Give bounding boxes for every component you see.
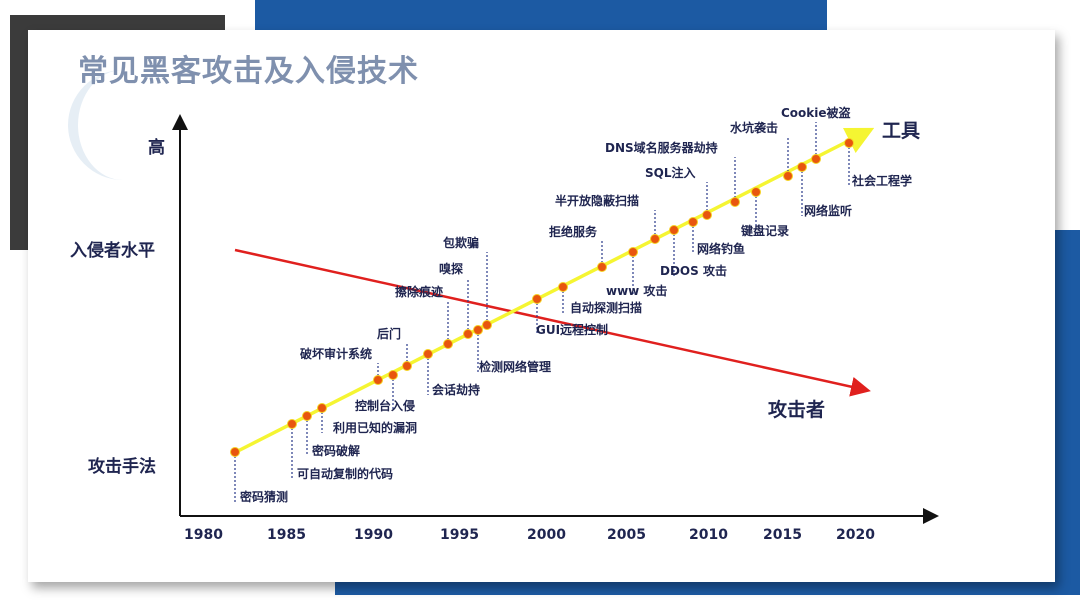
event-label: 嗅探 [439,262,464,276]
y-label-high: 高 [148,138,165,158]
event-point [702,210,712,220]
year-tick-label: 2005 [607,527,646,543]
decor-blue-top [255,0,827,32]
event-label: 网络监听 [804,204,853,218]
attackers-label: 攻击者 [768,399,826,421]
event-point [482,320,492,330]
tools-line [231,127,875,456]
year-tick-label: 2015 [763,527,802,543]
event-label: 密码破解 [312,444,361,458]
event-label: 拒绝服务 [549,225,598,239]
event-label: 自动探测扫描 [570,301,643,315]
event-point [473,325,483,335]
event-point [463,329,473,339]
year-tick-label: 2010 [689,527,728,543]
event-label: 水坑袭击 [730,121,779,135]
event-point [317,403,327,413]
decor-swirl [68,70,178,180]
slide-title: 常见黑客攻击及入侵技术 [78,54,419,89]
event-point [650,234,660,244]
year-tick-label: 1980 [184,527,223,543]
event-label: 可自动复制的代码 [297,467,394,481]
event-point [844,138,854,148]
event-point [730,197,740,207]
event-point [443,339,453,349]
event-point [797,162,807,172]
event-point [688,217,698,227]
event-label: 破坏审计系统 [300,347,373,361]
year-tick-label: 2000 [527,527,566,543]
event-point [783,171,793,181]
event-point [669,225,679,235]
event-point [302,411,312,421]
year-tick-label: 1995 [440,527,479,543]
event-point [388,370,398,380]
event-label: GUI远程控制 [536,323,609,337]
event-label: Cookie被盗 [781,106,851,120]
event-label: 利用已知的漏洞 [333,421,418,435]
y-label-methods: 攻击手法 [88,457,156,477]
event-point [751,187,761,197]
event-point [230,447,240,457]
y-label-level: 入侵者水平 [70,241,155,261]
event-label: 网络钓鱼 [697,242,746,256]
event-label: 会话劫持 [432,383,481,397]
event-label: DNS域名服务器劫持 [605,141,718,155]
event-label: 社会工程学 [852,174,913,188]
event-label: 控制台入侵 [355,399,416,413]
event-label: 键盘记录 [741,224,790,238]
year-tick-label: 1985 [267,527,306,543]
event-label: SQL注入 [645,166,696,180]
event-label: 后门 [377,327,402,341]
event-point [423,349,433,359]
event-point [558,282,568,292]
event-label: 检测网络管理 [479,360,552,374]
event-point [811,154,821,164]
event-point [628,247,638,257]
event-label: www 攻击 [606,284,668,298]
event-label: 包欺骗 [443,236,480,250]
event-point [532,294,542,304]
tools-label: 工具 [882,120,921,142]
slide [28,30,1055,582]
attackers-line [234,248,871,397]
year-tick-label: 1990 [354,527,393,543]
event-label: 密码猜测 [240,490,289,504]
event-point [287,419,297,429]
year-tick-label: 2020 [836,527,875,543]
event-point [597,262,607,272]
event-label: 半开放隐蔽扫描 [555,194,640,208]
event-point [373,375,383,385]
event-label: DDOS 攻击 [660,264,727,278]
event-point [402,361,412,371]
event-label: 擦除痕迹 [395,285,444,299]
